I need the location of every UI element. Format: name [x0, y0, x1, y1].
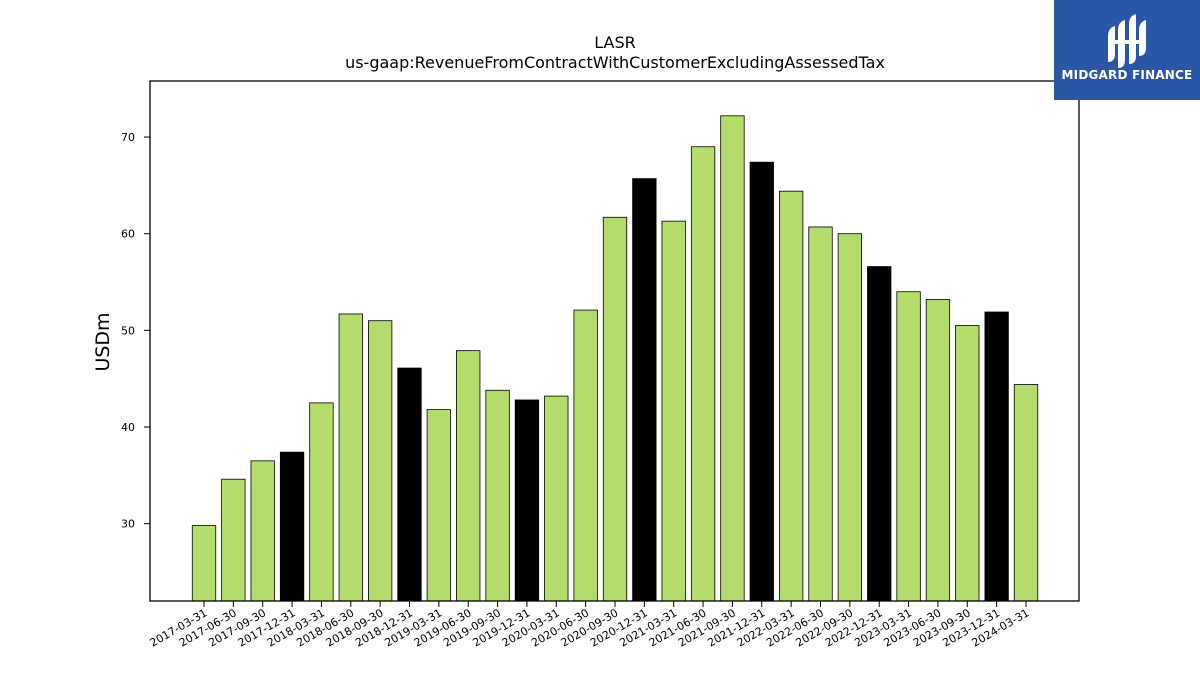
- y-tick-label: 40: [121, 421, 135, 434]
- bar-2020-09-30: [602, 216, 628, 602]
- bar-2023-12-31: [984, 311, 1009, 602]
- bar-2021-09-30: [720, 115, 745, 602]
- bar-2021-03-31: [661, 220, 686, 602]
- bar-2020-03-31: [544, 395, 569, 602]
- midgard-finance-logo: MIDGARD FINANCE: [1054, 0, 1200, 100]
- bar-2018-12-31: [397, 367, 422, 602]
- y-tick-label: 60: [121, 228, 135, 241]
- y-axis-ticks: 30 40 50 60 70: [121, 131, 150, 531]
- bar-2022-09-30: [837, 233, 862, 602]
- bar-2022-12-31: [867, 266, 892, 602]
- bar-2019-06-30: [456, 350, 481, 602]
- bar-2017-06-30: [221, 478, 246, 602]
- y-tick-label: 50: [121, 324, 135, 337]
- chart-title: LASR: [594, 33, 636, 52]
- bar-2017-03-31: [191, 525, 217, 602]
- chart-subtitle: us-gaap:RevenueFromContractWithCustomerE…: [345, 53, 885, 72]
- bar-2022-06-30: [808, 226, 833, 602]
- bar-2020-06-30: [573, 309, 598, 602]
- bar-2023-03-31: [896, 291, 921, 602]
- bar-2017-09-30: [250, 460, 275, 602]
- y-tick-label: 30: [121, 518, 135, 531]
- bar-2018-09-30: [367, 320, 393, 602]
- bar-2019-12-31: [514, 399, 540, 602]
- bar-2023-06-30: [925, 299, 951, 602]
- plot-frame: [149, 80, 1080, 602]
- bar-2019-03-31: [426, 409, 451, 602]
- y-tick-label: 70: [121, 131, 135, 144]
- bar-2023-09-30: [955, 325, 980, 602]
- bar-2019-09-30: [485, 389, 510, 602]
- bar-2021-06-30: [690, 146, 716, 602]
- bar-2021-12-31: [749, 161, 774, 602]
- x-axis-ticks: 2017-03-312017-06-302017-09-302017-12-31…: [148, 601, 1032, 650]
- bar-2018-03-31: [309, 402, 334, 602]
- logo-text: MIDGARD FINANCE: [1061, 68, 1193, 82]
- midgard-logo-icon: [1108, 14, 1146, 68]
- y-axis-label: USDm: [92, 312, 114, 371]
- bar-2018-06-30: [338, 313, 363, 602]
- bar-2020-12-31: [632, 178, 657, 602]
- bar-2017-12-31: [279, 451, 305, 602]
- bar-2022-03-31: [779, 190, 804, 602]
- bar-2024-03-31: [1013, 384, 1039, 602]
- bars-group: [191, 115, 1039, 602]
